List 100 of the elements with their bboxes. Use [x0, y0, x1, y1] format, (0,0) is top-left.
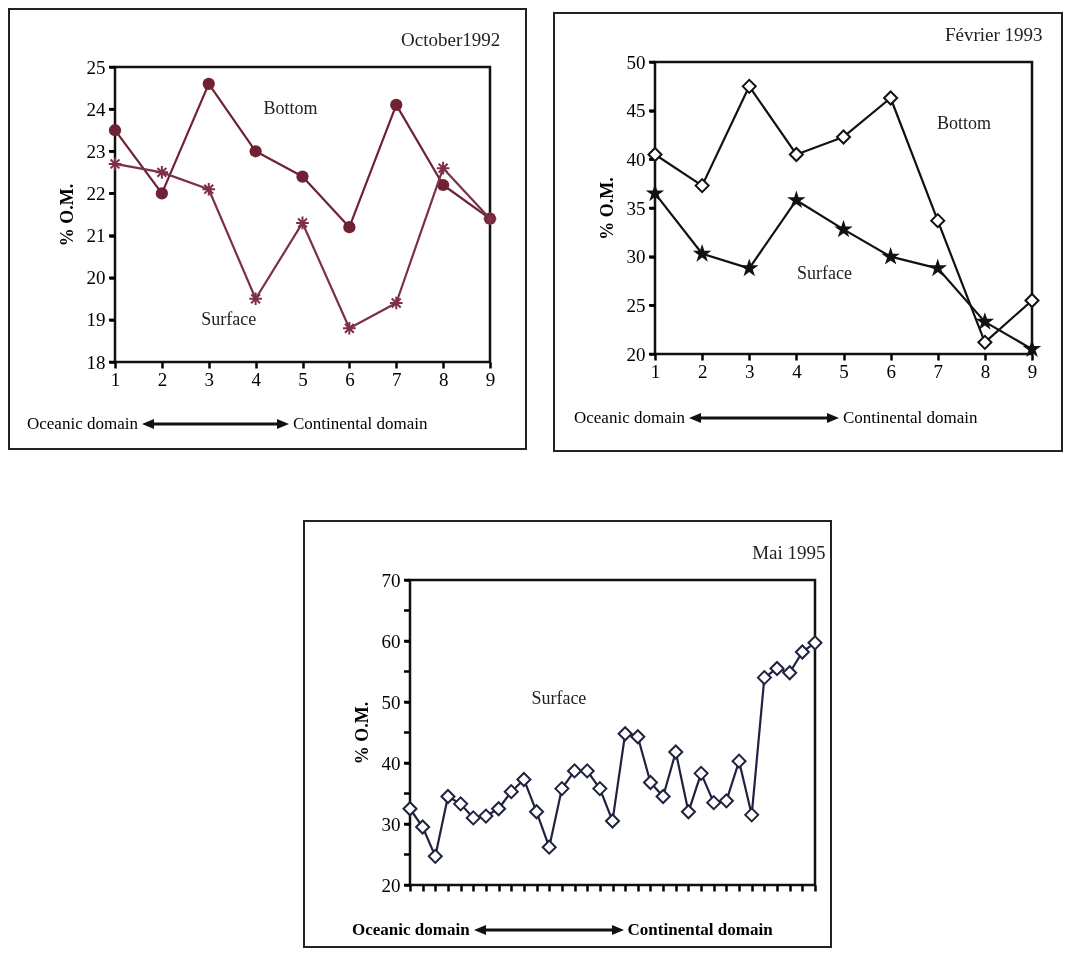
- point: [835, 129, 852, 145]
- x-tick-label: 7: [392, 368, 402, 390]
- point: [718, 793, 734, 809]
- point: [248, 291, 263, 307]
- point: [694, 178, 710, 194]
- series-label: Bottom: [936, 113, 991, 133]
- x-tick-label: 3: [204, 368, 214, 390]
- text: Oceanic domain: [27, 414, 138, 434]
- y-tick-label: 70: [381, 569, 401, 591]
- point: [440, 789, 456, 805]
- point: [617, 726, 633, 742]
- point: [343, 221, 356, 234]
- y-tick-label: 30: [381, 813, 401, 835]
- point: [201, 181, 217, 197]
- text: Continental domain: [292, 414, 428, 434]
- x-tick-label: 8: [980, 360, 991, 382]
- chart-title: Février 1993: [944, 24, 1043, 45]
- y-tick-label: 24: [86, 98, 106, 120]
- x-tick-label: 4: [792, 360, 803, 382]
- x-tick-label: 1: [110, 368, 121, 390]
- y-tick-label: 20: [86, 267, 106, 289]
- point: [630, 729, 646, 745]
- x-tick-label: 6: [886, 360, 896, 382]
- y-tick-label: 20: [626, 343, 646, 365]
- y-tick-label: 60: [381, 630, 401, 652]
- y-tick-label: 40: [626, 148, 646, 170]
- y-axis-title: % O.M.: [56, 183, 77, 247]
- series-label: Surface: [797, 263, 852, 283]
- x-tick-label: 6: [345, 368, 355, 390]
- x-tick-label: 1: [650, 360, 661, 382]
- point: [706, 795, 722, 811]
- point: [741, 78, 757, 94]
- point: [744, 807, 760, 823]
- point: [756, 670, 772, 686]
- x-tick-label: 7: [933, 360, 943, 382]
- y-tick-label: 25: [86, 56, 106, 78]
- x-tick-label: 2: [157, 368, 168, 390]
- point: [390, 98, 403, 112]
- series-label: Bottom: [263, 98, 318, 118]
- point: [435, 160, 451, 176]
- y-tick-label: 25: [626, 294, 646, 316]
- point: [107, 156, 123, 172]
- point: [975, 312, 995, 330]
- point: [668, 744, 684, 760]
- x-tick-label: 4: [251, 368, 262, 390]
- point: [453, 796, 469, 812]
- y-tick-label: 30: [626, 246, 646, 268]
- point: [930, 213, 946, 229]
- x-tick-label: 5: [298, 368, 308, 390]
- y-tick-label: 35: [626, 197, 646, 219]
- point: [503, 784, 519, 800]
- point: [604, 813, 621, 829]
- chart-title: October1992: [401, 29, 501, 50]
- y-tick-label: 20: [381, 874, 401, 896]
- y-tick-label: 40: [381, 752, 401, 774]
- point: [491, 801, 507, 817]
- point: [788, 146, 804, 162]
- point: [529, 804, 545, 820]
- point: [739, 258, 759, 277]
- point: [928, 258, 948, 277]
- text: Oceanic domain: [574, 408, 685, 428]
- y-tick-label: 21: [86, 225, 106, 247]
- point: [881, 246, 900, 265]
- point: [249, 145, 262, 158]
- point: [787, 190, 806, 209]
- point: [1022, 339, 1042, 358]
- point: [579, 763, 595, 779]
- point: [108, 124, 122, 137]
- point: [202, 77, 215, 90]
- y-axis-title: % O.M.: [596, 177, 617, 240]
- point: [567, 763, 583, 779]
- point: [295, 215, 310, 231]
- point: [647, 146, 663, 162]
- y-tick-label: 50: [381, 691, 401, 713]
- point: [1024, 292, 1040, 308]
- point: [415, 819, 431, 835]
- point: [155, 187, 168, 200]
- text: Oceanic domain: [352, 920, 470, 940]
- point: [692, 244, 712, 262]
- point: [427, 848, 443, 864]
- point: [977, 334, 993, 350]
- point: [437, 178, 450, 192]
- x-tick-label: 9: [485, 368, 496, 390]
- y-tick-label: 18: [86, 351, 106, 373]
- chart-title: Mai 1995: [752, 542, 826, 563]
- y-tick-label: 23: [86, 140, 106, 162]
- point: [655, 789, 671, 805]
- y-tick-label: 45: [626, 100, 646, 122]
- point: [592, 781, 608, 797]
- text: Surface: [531, 688, 587, 708]
- point: [402, 801, 418, 817]
- x-tick-label: 8: [438, 368, 449, 390]
- point: [541, 839, 557, 855]
- point: [883, 90, 899, 106]
- point: [478, 808, 494, 824]
- point: [642, 775, 658, 791]
- point: [296, 170, 309, 183]
- point: [554, 781, 570, 797]
- y-tick-label: 50: [626, 51, 646, 73]
- point: [680, 804, 696, 820]
